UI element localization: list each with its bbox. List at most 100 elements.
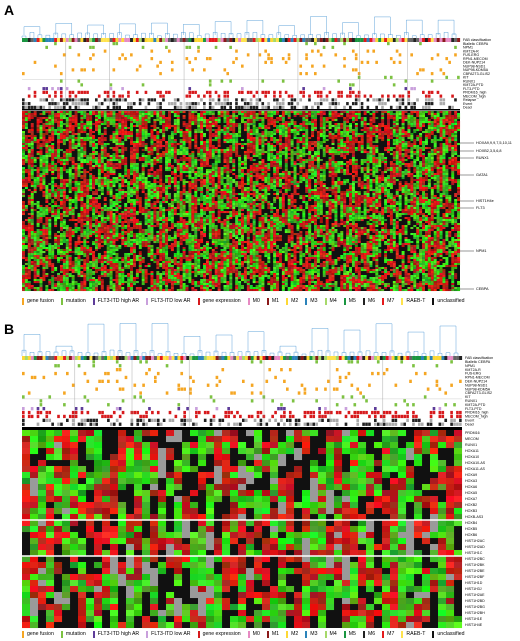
legend-swatch — [60, 630, 63, 638]
legend-item: M0 — [247, 297, 260, 305]
track-label: RPN1-MECOM — [465, 376, 490, 380]
legend-item: gene fusion — [22, 630, 54, 638]
legend-label: M7 — [387, 631, 395, 637]
gene-label: HIST1H1C — [465, 551, 483, 555]
legend-swatch — [343, 297, 346, 305]
gene-label: HIST1H1D — [465, 581, 483, 585]
gene-label: RUNX1 — [476, 156, 489, 160]
legend-swatch — [247, 297, 250, 305]
legend-swatch — [432, 630, 435, 638]
gene-label: HOXA11 — [465, 449, 479, 453]
gene-label: HOXA10 — [465, 455, 479, 459]
gene-label: HIST1H2AD — [465, 545, 485, 549]
gene-label: HIST1H2AE — [465, 593, 485, 597]
legend-label: gene expression — [202, 298, 241, 304]
gene-label: HOXB2 — [465, 503, 477, 507]
gene-label: HOXA3 — [465, 479, 477, 483]
track-label: CBFA2T3-GLIS2 — [465, 391, 492, 395]
gene-label: GATA1 — [476, 173, 488, 177]
legend-item: M2 — [286, 297, 298, 305]
gene-label: MECOM — [465, 437, 479, 441]
track-label: FAB classification — [463, 38, 491, 42]
track-label: Dead — [463, 106, 472, 110]
legend-label: unclassified — [437, 631, 465, 637]
gene-ticks-a — [460, 142, 474, 290]
gene-label: HOXB3 — [465, 509, 477, 513]
legend-swatch — [266, 297, 269, 305]
gene-label: PRDM16 — [465, 431, 480, 435]
legend-item: FLT3-ITD low AR — [146, 297, 191, 305]
gene-label: HIST1H4e — [476, 199, 494, 203]
legend-swatch — [266, 630, 269, 638]
legend-swatch — [92, 297, 95, 305]
legend-item: M4 — [324, 297, 337, 305]
dendrogram-b — [21, 323, 459, 356]
legend-label: FLT3-ITD high AR — [97, 298, 140, 304]
panel-a-label: A — [4, 2, 15, 18]
legend-swatch — [324, 630, 327, 638]
gene-label: HIST1H2AC — [465, 539, 485, 543]
gene-label: RUNX1 — [465, 443, 477, 447]
track-label: MECOM_high — [465, 415, 488, 419]
legend-label: M2 — [291, 631, 299, 637]
legend-item: M0 — [247, 630, 260, 638]
track-label: NUP98-KDM5A — [463, 68, 489, 72]
heatmap-a — [22, 111, 461, 292]
track-label: RUNX1 — [465, 399, 477, 403]
legend-swatch — [286, 297, 289, 305]
legend-swatch — [197, 297, 200, 305]
track-label: NUP98-NSD1 — [463, 64, 485, 68]
legend-item: gene expression — [197, 297, 241, 305]
gene-labels-b: PRDM16 MECOM RUNX1 HOXA11 HOXA10 HOXA10-AS HOX… — [465, 431, 486, 627]
gene-label: HOXB5 — [465, 527, 477, 531]
panel-b-label: B — [4, 321, 15, 337]
legend-item: FLT3-ITD low AR — [146, 630, 191, 638]
gene-label: HIST1H2BH — [465, 611, 485, 615]
gene-label: HIST1H2BF — [465, 575, 485, 579]
track-label: KMT2A-PTD — [465, 403, 486, 407]
gene-label: HOXA9 — [465, 473, 477, 477]
legend-swatch — [247, 630, 250, 638]
legend-swatch — [146, 297, 149, 305]
legend-swatch — [382, 630, 385, 638]
legend-item: M1 — [266, 297, 279, 305]
legend-swatch — [305, 630, 308, 638]
track-label: Relapse — [463, 98, 476, 102]
legend-label: gene fusion — [27, 298, 54, 304]
legend-swatch — [197, 630, 200, 638]
legend-panel-b: gene fusion mutation FLT3-ITD high AR FLT3-… — [22, 629, 472, 639]
legend-item: M3 — [305, 297, 318, 305]
legend-swatch — [382, 297, 385, 305]
legend-label: M4 — [329, 631, 337, 637]
track-label: KMT2A-R — [465, 368, 481, 372]
legend-item: mutation — [60, 630, 86, 638]
track-label: DEK-NUP214 — [463, 61, 485, 65]
gene-label: HIST1H4E — [465, 623, 483, 627]
track-label: DEK-NUP214 — [465, 380, 487, 384]
legend-panel-a: gene fusion mutation FLT3-ITD high AR FLT3-… — [22, 296, 472, 306]
gene-label: CEBPA — [476, 287, 489, 291]
gene-label: HIST1H2BD — [465, 599, 485, 603]
gene-label: HIST1H1E — [465, 617, 483, 621]
track-label: NPM1 — [465, 364, 475, 368]
track-label: FLT3-PTD — [463, 87, 480, 91]
legend-swatch — [401, 297, 404, 305]
track-label: Biallelic CEBPA — [465, 360, 491, 364]
track-label: Dead — [465, 422, 474, 426]
legend-label: M6 — [367, 631, 376, 637]
legend-item: gene expression — [197, 630, 241, 638]
legend-item: M5 — [343, 297, 356, 305]
legend-item: FLT3-ITD high AR — [92, 630, 139, 638]
legend-label: gene fusion — [27, 631, 54, 637]
legend-label: FLT3-ITD low AR — [151, 631, 191, 637]
track-label: MECOM_high — [463, 94, 486, 98]
track-label: FUS-ERG — [463, 53, 479, 57]
gene-label: HOXA5 — [465, 491, 477, 495]
legend-swatch — [92, 630, 95, 638]
track-label: Biallelic CEBPA — [463, 42, 489, 46]
legend-label: mutation — [65, 298, 86, 304]
legend-label: M0 — [252, 298, 260, 304]
legend-swatch — [22, 297, 24, 305]
